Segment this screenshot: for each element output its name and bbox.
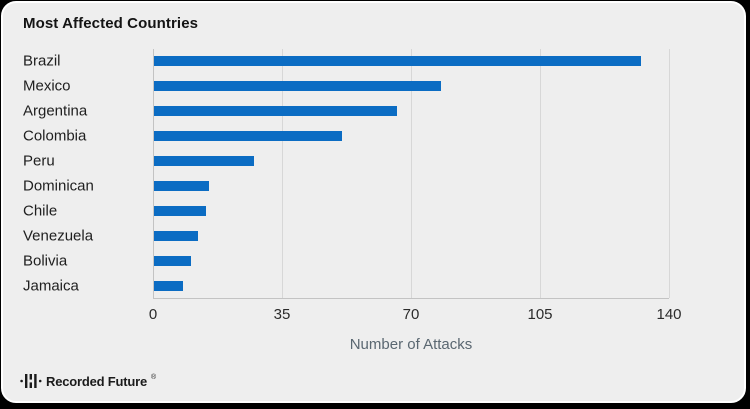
bar [154, 131, 342, 142]
bar [154, 106, 398, 117]
x-tick-label: 35 [273, 306, 291, 323]
bar-row: Colombia [3, 124, 745, 149]
gridline-x-105 [540, 49, 541, 298]
bar-row: Bolivia [3, 248, 745, 273]
category-label: Bolivia [23, 252, 68, 270]
gridline-x-140 [669, 49, 670, 298]
x-axis-line [153, 298, 669, 299]
bar-row: Peru [3, 149, 745, 174]
bar-row: Mexico [3, 74, 745, 99]
category-label: Chile [23, 202, 58, 220]
x-tick-label: 105 [527, 306, 553, 323]
bar-row: Jamaica [3, 273, 745, 298]
chart-card: Most Affected Countries Brazil Mexico Arge… [1, 1, 746, 403]
category-label: Peru [23, 152, 55, 170]
x-tick-label: 70 [402, 306, 420, 323]
gridline-x-70 [411, 49, 412, 298]
x-axis-title: Number of Attacks [349, 336, 473, 353]
recorded-future-logo-icon [20, 374, 42, 388]
category-label: Argentina [23, 102, 88, 120]
bar-row: Chile [3, 198, 745, 223]
category-label: Brazil [23, 52, 61, 70]
y-axis-line [153, 49, 154, 298]
bar [154, 180, 210, 191]
category-label: Venezuela [23, 227, 94, 245]
x-tick-label: 0 [148, 306, 158, 323]
bar-row: Argentina [3, 99, 745, 124]
brand-logo: Recorded Future ® [20, 373, 156, 389]
bar [154, 156, 254, 167]
category-label: Dominican [23, 177, 94, 195]
bar [154, 56, 641, 67]
bar [154, 255, 191, 266]
bar [154, 205, 206, 216]
gridline-x-35 [282, 49, 283, 298]
bar-row: Venezuela [3, 223, 745, 248]
bar-row: Dominican [3, 174, 745, 199]
category-label: Jamaica [23, 277, 79, 295]
bar [154, 81, 442, 92]
bar [154, 280, 184, 291]
registered-trademark-symbol: ® [151, 373, 157, 381]
category-label: Colombia [23, 127, 87, 145]
x-tick-label: 140 [656, 306, 682, 323]
bar [154, 230, 199, 241]
brand-name: Recorded Future [46, 373, 148, 389]
chart-title: Most Affected Countries [23, 15, 199, 32]
category-label: Mexico [23, 77, 71, 95]
bar-row: Brazil [3, 49, 745, 74]
bar-chart: Brazil Mexico Argentina Colombia Peru Dominic… [3, 3, 744, 401]
